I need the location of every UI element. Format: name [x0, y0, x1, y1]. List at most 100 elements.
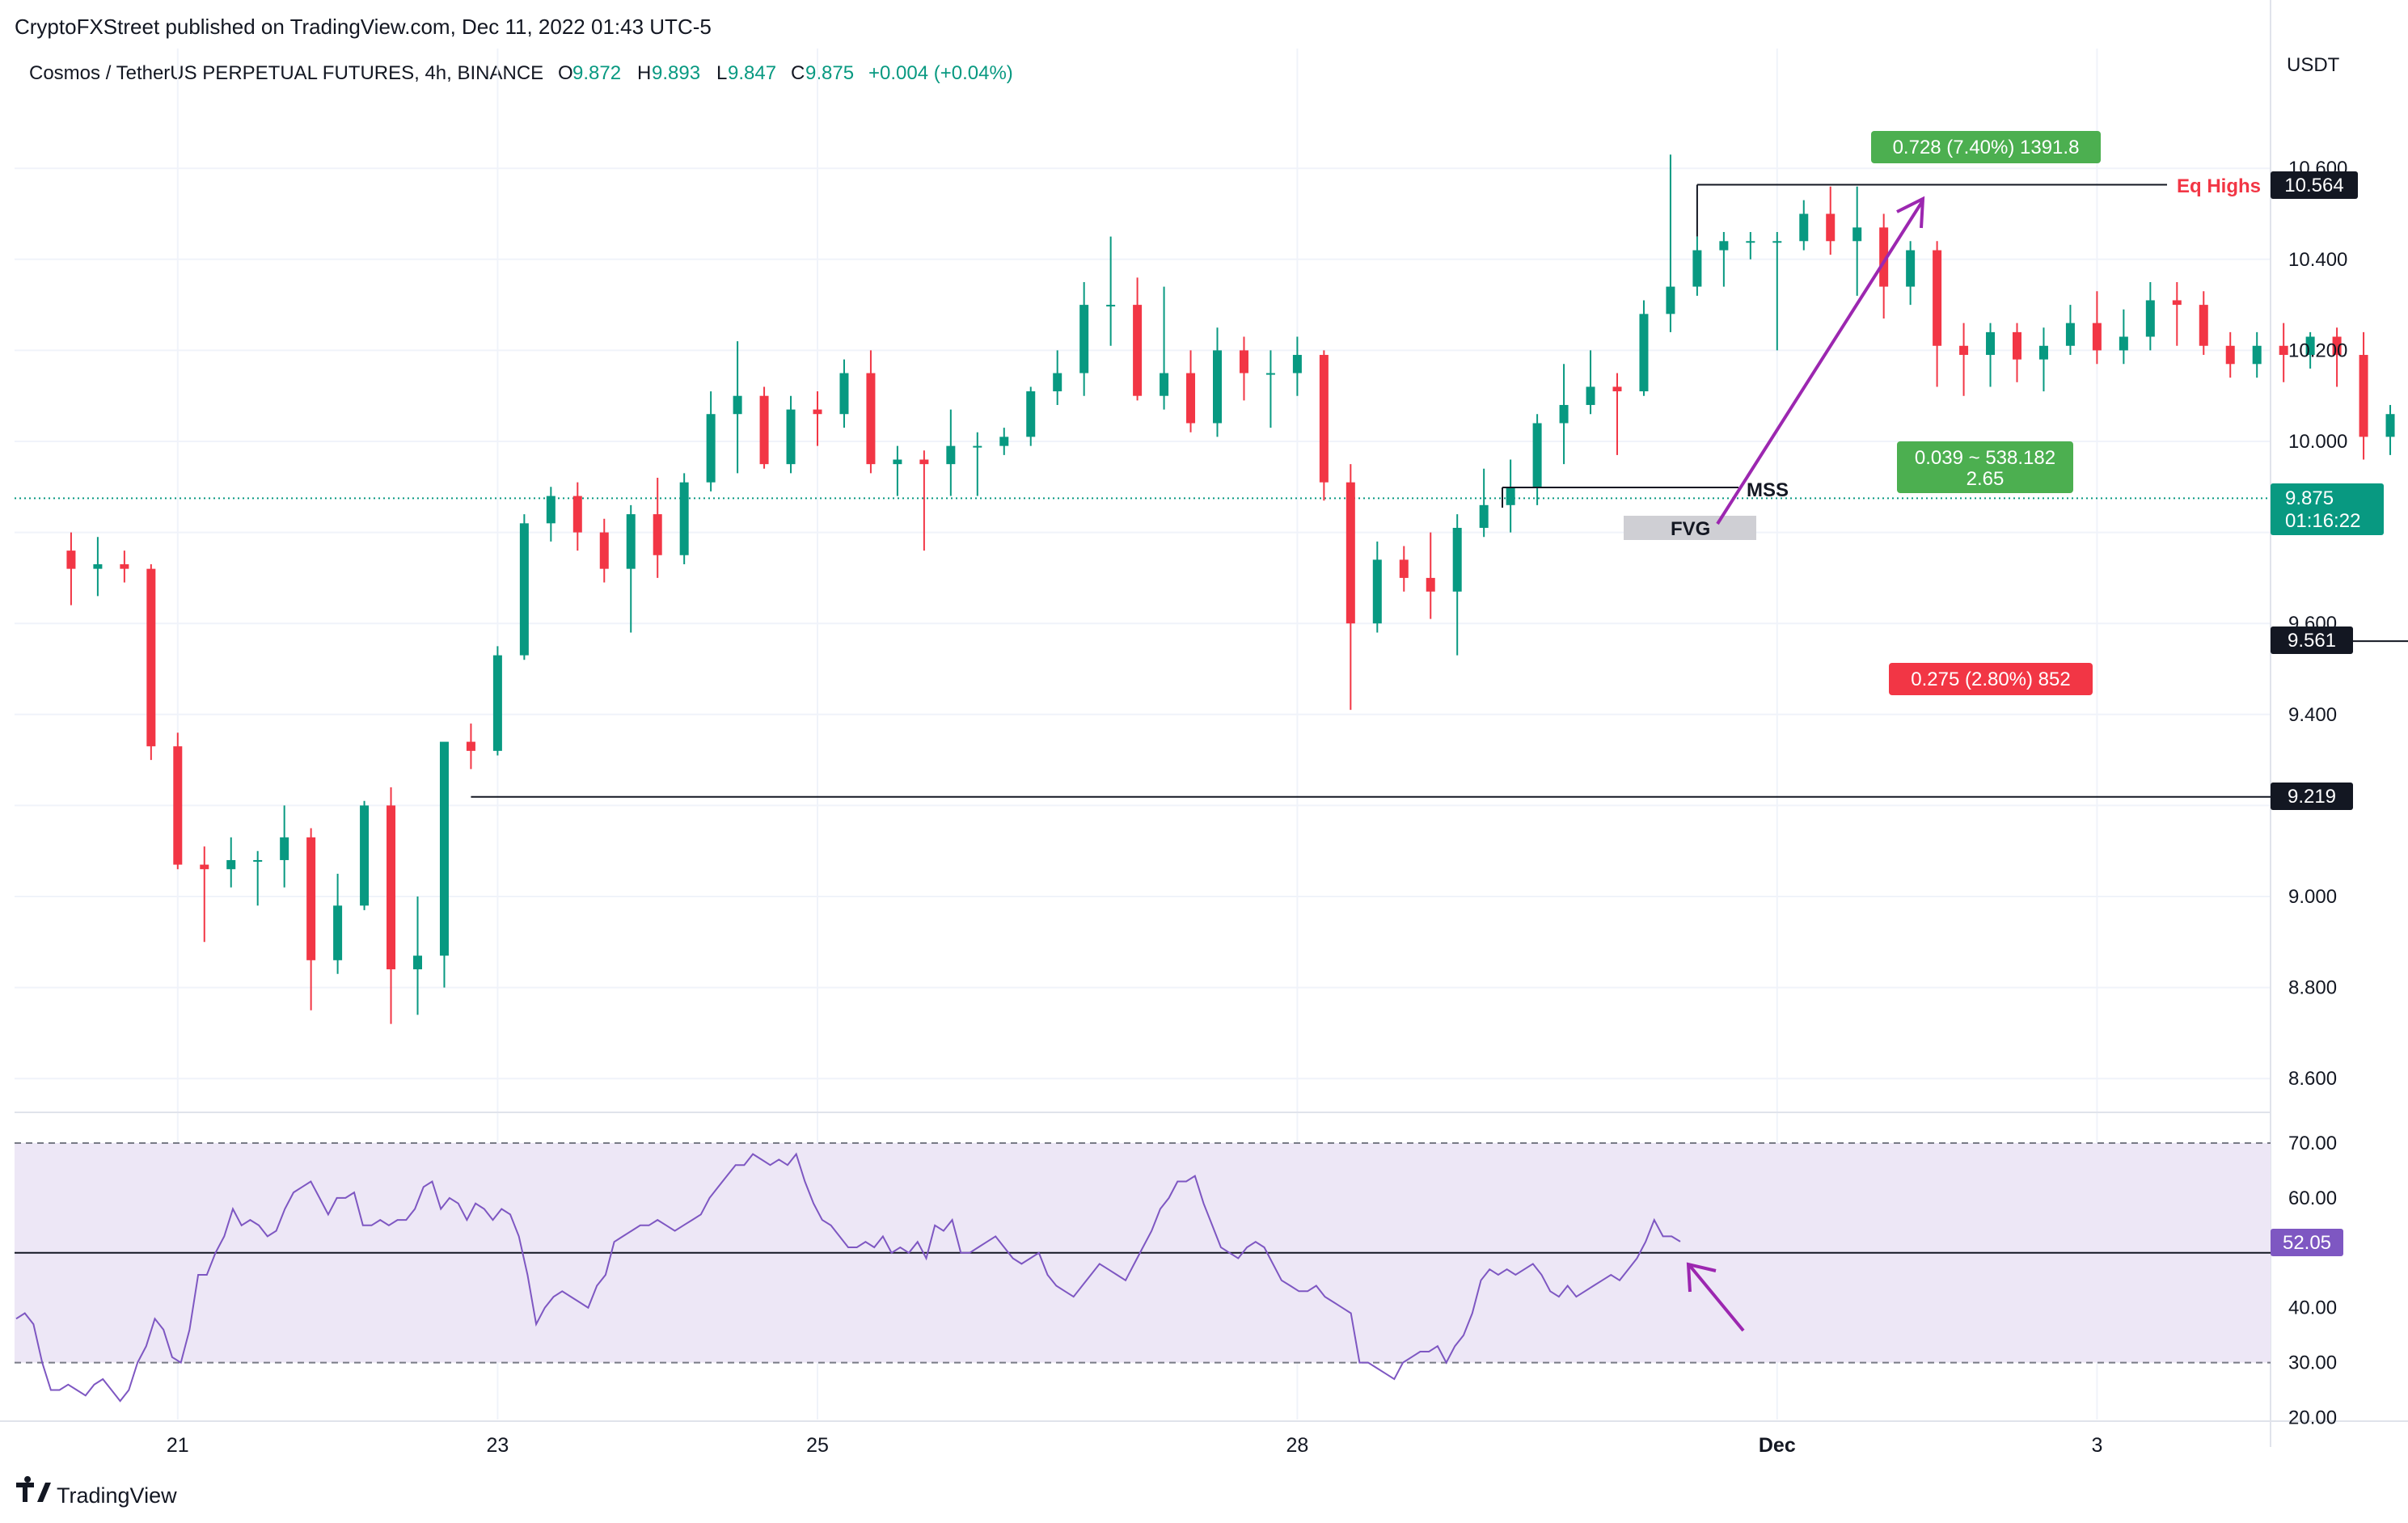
candle [1452, 514, 1462, 656]
rsi-arrow-line [1688, 1264, 1745, 1332]
candle-body [759, 395, 769, 465]
candle-body [1213, 350, 1222, 424]
horizontal-levels [15, 184, 2408, 798]
candle-body [1399, 559, 1409, 578]
candle-body [2199, 305, 2208, 346]
fvg-box [1624, 516, 1756, 540]
candle [946, 409, 956, 496]
candle [2092, 291, 2102, 365]
candle-body [1133, 305, 1143, 396]
rsi-tick-label: 20.00 [2288, 1407, 2337, 1429]
candle [1372, 541, 1382, 633]
candle-body [1292, 355, 1302, 373]
rsi-line [15, 1152, 1681, 1403]
candle [1692, 236, 1702, 296]
candle-body [2013, 331, 2021, 360]
candle-body [1239, 350, 1248, 373]
candle-body [2279, 345, 2288, 356]
price-tick-label: 10.400 [2288, 249, 2347, 271]
candle [546, 487, 556, 542]
candle-body [66, 551, 76, 569]
price-tick-label: 9.000 [2288, 886, 2337, 908]
candle [2225, 331, 2235, 378]
candle-body [253, 859, 263, 862]
candle-body [280, 837, 289, 860]
time-tick-label: 25 [806, 1434, 829, 1457]
candle-body [1666, 286, 1675, 314]
time-axis[interactable]: 21232528Dec3579121416 [167, 1434, 2408, 1457]
candle [1639, 300, 1649, 396]
candle-body [306, 837, 316, 960]
countdown-value: 01:16:22 [2285, 510, 2360, 532]
candle-body [1532, 423, 1542, 487]
candle-body [1186, 373, 1196, 424]
stop-level-badge [2271, 626, 2353, 654]
candle [1746, 232, 1755, 259]
candle-body [653, 514, 662, 555]
candle-body [1426, 577, 1435, 592]
candle [572, 482, 582, 551]
candle-body [572, 496, 582, 533]
candle-body [1106, 305, 1116, 307]
candle-body [173, 746, 183, 865]
candle [66, 532, 76, 605]
tradingview-brand: TradingView [57, 1483, 177, 1508]
candle-body [546, 496, 556, 524]
candle [253, 850, 263, 906]
candle-body [333, 905, 343, 960]
time-tick-label: 23 [486, 1434, 509, 1457]
candle-body [1959, 345, 1969, 356]
entry-label-line2: 2.65 [1967, 468, 2005, 490]
candle [387, 787, 396, 1024]
candle [1399, 546, 1409, 592]
ohlc-high-value: 9.893 [652, 62, 700, 84]
candle [2199, 291, 2208, 356]
candle-body [1799, 213, 1809, 242]
candle [1826, 186, 1836, 255]
candle-body [1586, 386, 1595, 405]
candle-body [1639, 314, 1649, 392]
candle-body [2145, 300, 2155, 337]
candle-body [1319, 355, 1329, 483]
candle-body [387, 805, 396, 970]
candle-body [360, 805, 370, 906]
candle [439, 741, 449, 988]
candle-body [999, 437, 1009, 446]
candle-body [706, 414, 716, 483]
candle-body [813, 409, 822, 415]
candle-body [1053, 373, 1062, 392]
candle [2279, 323, 2288, 382]
candle-body [2385, 414, 2395, 437]
candle [1265, 350, 1275, 428]
tradingview-logo[interactable]: TradingView [16, 1476, 177, 1508]
candle-body [1452, 527, 1462, 592]
price-tick-label: 9.400 [2288, 704, 2337, 726]
candle-body [2038, 345, 2048, 360]
candle [893, 445, 902, 496]
candle-body [93, 564, 103, 569]
symbol-legend[interactable]: Cosmos / TetherUS PERPETUAL FUTURES, 4h,… [29, 62, 1013, 84]
candle-body [2305, 336, 2315, 356]
candle [999, 428, 1009, 455]
candle-body [413, 956, 422, 970]
tradingview-logo-icon [16, 1476, 51, 1502]
candle-body [439, 741, 449, 956]
candle-body [200, 864, 209, 870]
candle [173, 732, 183, 870]
candle-body [1026, 391, 1036, 437]
stop-label-box [1889, 663, 2093, 695]
candle [519, 514, 529, 660]
candle [2172, 281, 2182, 346]
candle-body [1479, 504, 1489, 528]
candle [839, 359, 849, 428]
rsi-tick-label: 60.00 [2288, 1188, 2337, 1209]
candle-body [120, 564, 129, 569]
current-price-value: 9.875 [2285, 487, 2334, 509]
candle-body [866, 373, 876, 465]
rsi-tick-label: 70.00 [2288, 1133, 2337, 1154]
candle [973, 432, 982, 496]
price-tick-label: 8.600 [2288, 1068, 2337, 1090]
candle [2305, 331, 2315, 369]
candle [306, 828, 316, 1010]
candle-body [146, 568, 156, 747]
